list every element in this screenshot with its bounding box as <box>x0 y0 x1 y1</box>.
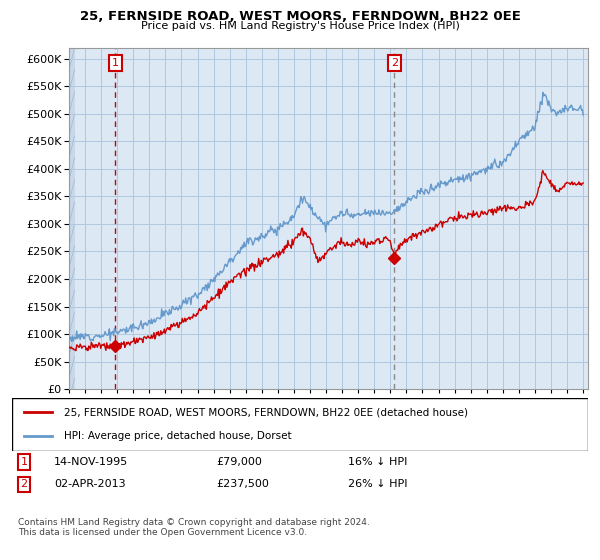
Text: 2: 2 <box>20 479 28 489</box>
Text: £79,000: £79,000 <box>216 457 262 467</box>
Text: Contains HM Land Registry data © Crown copyright and database right 2024.
This d: Contains HM Land Registry data © Crown c… <box>18 518 370 538</box>
Text: £237,500: £237,500 <box>216 479 269 489</box>
Text: 02-APR-2013: 02-APR-2013 <box>54 479 125 489</box>
Text: 26% ↓ HPI: 26% ↓ HPI <box>348 479 407 489</box>
Text: 25, FERNSIDE ROAD, WEST MOORS, FERNDOWN, BH22 0EE: 25, FERNSIDE ROAD, WEST MOORS, FERNDOWN,… <box>80 10 520 22</box>
Text: 1: 1 <box>112 58 119 68</box>
Text: 14-NOV-1995: 14-NOV-1995 <box>54 457 128 467</box>
Text: HPI: Average price, detached house, Dorset: HPI: Average price, detached house, Dors… <box>64 431 292 441</box>
FancyBboxPatch shape <box>12 398 588 451</box>
Text: Price paid vs. HM Land Registry's House Price Index (HPI): Price paid vs. HM Land Registry's House … <box>140 21 460 31</box>
Text: 16% ↓ HPI: 16% ↓ HPI <box>348 457 407 467</box>
Bar <box>69 48 74 389</box>
Text: 25, FERNSIDE ROAD, WEST MOORS, FERNDOWN, BH22 0EE (detached house): 25, FERNSIDE ROAD, WEST MOORS, FERNDOWN,… <box>64 408 468 418</box>
Text: 1: 1 <box>20 457 28 467</box>
Text: 2: 2 <box>391 58 398 68</box>
